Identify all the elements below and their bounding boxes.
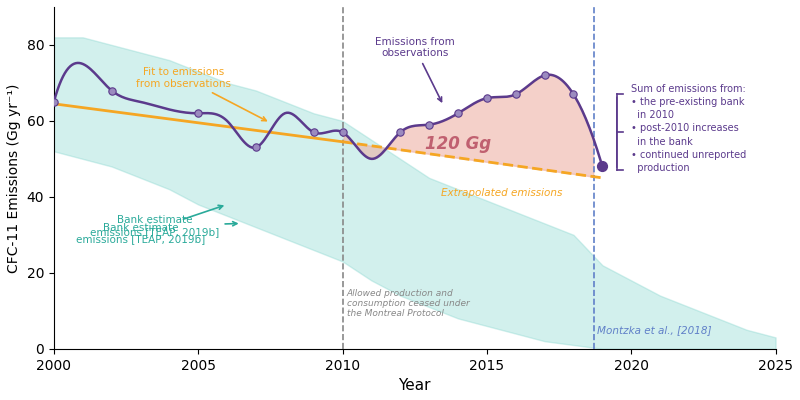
Point <box>422 122 435 128</box>
Text: Bank estimate
emissions [TEAP, 2019b]: Bank estimate emissions [TEAP, 2019b] <box>90 215 237 237</box>
Point <box>47 99 60 105</box>
Text: Emissions from
observations: Emissions from observations <box>375 37 454 102</box>
Point <box>192 110 205 116</box>
Text: Montzka et al., [2018]: Montzka et al., [2018] <box>597 326 711 336</box>
Text: Allowed production and
consumption ceased under
the Montreal Protocol: Allowed production and consumption cease… <box>347 288 470 318</box>
Point <box>538 72 551 78</box>
Text: Extrapolated emissions: Extrapolated emissions <box>441 188 562 198</box>
Point <box>394 129 406 136</box>
Text: Sum of emissions from:
• the pre-existing bank
  in 2010
• post-2010 increases
 : Sum of emissions from: • the pre-existin… <box>631 84 746 173</box>
Point <box>250 144 262 151</box>
Y-axis label: CFC-11 Emissions (Gg yr⁻¹): CFC-11 Emissions (Gg yr⁻¹) <box>7 83 21 272</box>
Point <box>596 163 609 170</box>
X-axis label: Year: Year <box>398 378 431 393</box>
Point <box>307 129 320 136</box>
Point <box>481 95 494 101</box>
Point <box>596 163 609 170</box>
Point <box>452 110 465 116</box>
Point <box>105 87 118 94</box>
Point <box>510 91 522 98</box>
Text: Bank estimate
emissions [TEAP, 2019b]: Bank estimate emissions [TEAP, 2019b] <box>76 205 222 244</box>
Point <box>336 129 349 136</box>
Text: Fit to emissions
from observations: Fit to emissions from observations <box>136 67 266 121</box>
Point <box>567 91 580 98</box>
Text: 120 Gg: 120 Gg <box>425 135 491 153</box>
